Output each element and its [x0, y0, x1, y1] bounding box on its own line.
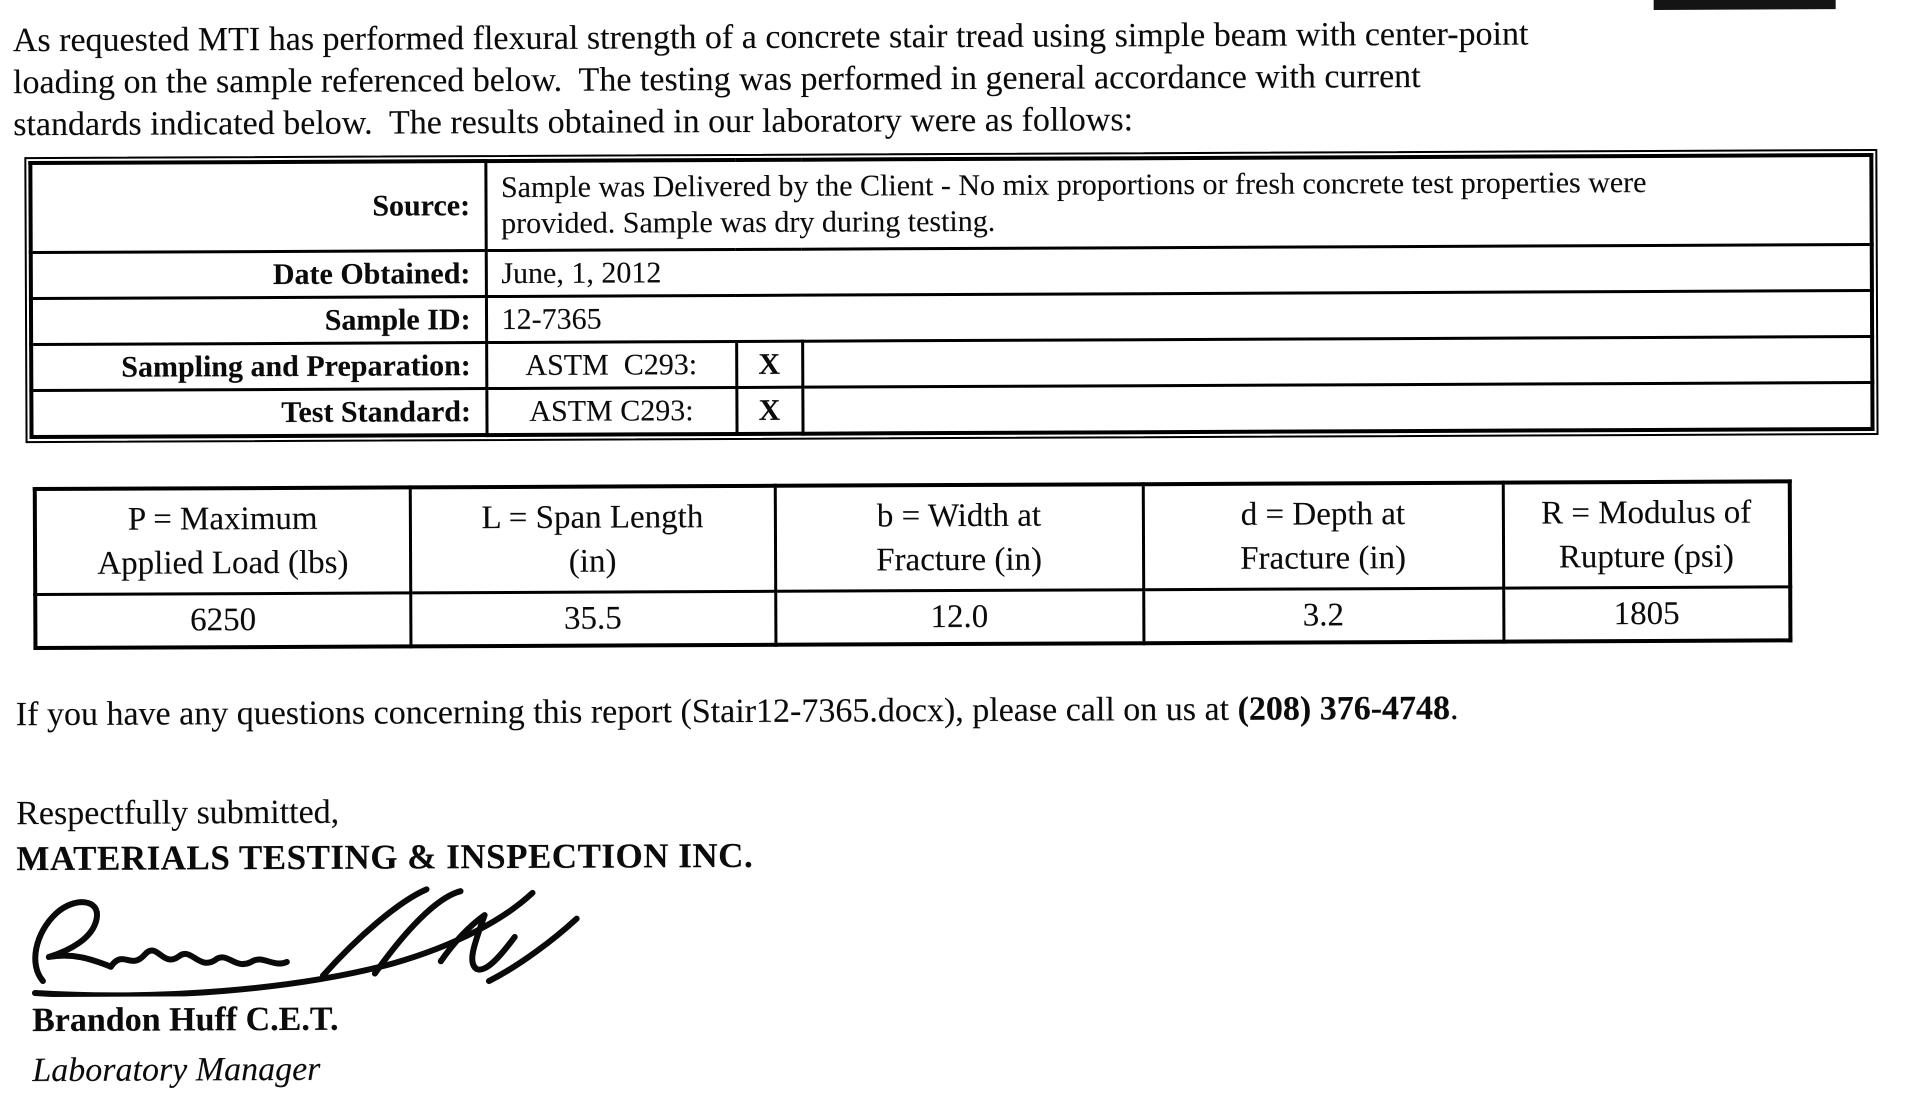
- header-line: b = Width at: [876, 497, 1042, 535]
- closing-block: Respectfully submitted, MATERIALS TESTIN…: [16, 784, 1920, 1093]
- header-line: R = Modulus of: [1540, 494, 1752, 532]
- sample-id-label: Sample ID:: [30, 296, 487, 345]
- contact-note-period: .: [1449, 689, 1459, 727]
- header-line: Rupture (psi): [1558, 538, 1734, 576]
- header-modulus-of-rupture: R = Modulus of Rupture (psi): [1502, 481, 1791, 589]
- header-line: L = Span Length: [481, 499, 704, 537]
- sampling-standard-value: ASTM C293:: [486, 341, 737, 389]
- sampling-check-mark: X: [736, 341, 803, 388]
- empty-cell: [802, 382, 1873, 434]
- test-standard-value: ASTM C293:: [486, 387, 737, 436]
- sample-info-table: Source: Sample was Delivered by the Clie…: [24, 148, 1879, 444]
- header-line: Fracture (in): [1240, 540, 1407, 577]
- value-max-applied-load: 6250: [35, 592, 411, 649]
- source-value-line: provided. Sample was dry during testing.: [501, 204, 996, 240]
- table-row-date-obtained: Date Obtained: June, 1, 2012: [30, 244, 1872, 299]
- header-line: P = Maximum: [127, 500, 318, 538]
- sample-id-value: 12-7365: [485, 290, 1873, 343]
- signatory-title: Laboratory Manager: [32, 1050, 321, 1090]
- results-header-row: P = Maximum Applied Load (lbs) L = Span …: [34, 481, 1791, 595]
- closing-salutation: Respectfully submitted,: [16, 793, 340, 833]
- results-value-row: 6250 35.5 12.0 3.2 1805: [35, 586, 1791, 649]
- source-value-line: Sample was Delivered by the Client - No …: [500, 166, 1647, 204]
- date-obtained-label: Date Obtained:: [30, 250, 486, 299]
- header-depth-at-fracture: d = Depth at Fracture (in): [1142, 482, 1504, 590]
- table-row-sampling-preparation: Sampling and Preparation: ASTM C293: X: [31, 336, 1873, 391]
- results-table: P = Maximum Applied Load (lbs) L = Span …: [32, 479, 1793, 651]
- phone-number: (208) 376-4748: [1237, 689, 1451, 728]
- header-line: d = Depth at: [1240, 496, 1406, 533]
- contact-note: If you have any questions concerning thi…: [16, 688, 1920, 734]
- test-standard-label: Test Standard:: [31, 388, 487, 438]
- company-name: MATERIALS TESTING & INSPECTION INC.: [16, 835, 754, 879]
- value-modulus-of-rupture: 1805: [1503, 586, 1791, 642]
- intro-paragraph: As requested MTI has performed flexural …: [0, 0, 1918, 146]
- source-label: Source:: [30, 161, 486, 253]
- table-row-source: Source: Sample was Delivered by the Clie…: [30, 155, 1872, 253]
- header-line: Applied Load (lbs): [97, 544, 349, 582]
- value-span-length: 35.5: [410, 591, 776, 647]
- table-row-test-standard: Test Standard: ASTM C293: X: [31, 382, 1873, 438]
- signature-image: [31, 886, 580, 998]
- header-line: (in): [568, 543, 617, 580]
- contact-note-text: If you have any questions concerning thi…: [15, 690, 1238, 734]
- header-width-at-fracture: b = Width at Fracture (in): [774, 484, 1144, 592]
- header-span-length: L = Span Length (in): [409, 485, 776, 593]
- value-depth-at-fracture: 3.2: [1143, 588, 1504, 644]
- signatory-name: Brandon Huff C.E.T.: [32, 1000, 339, 1040]
- source-value: Sample was Delivered by the Client - No …: [485, 155, 1872, 251]
- table-row-sample-id: Sample ID: 12-7365: [30, 290, 1873, 345]
- header-line: Fracture (in): [876, 541, 1043, 579]
- header-max-applied-load: P = Maximum Applied Load (lbs): [34, 487, 411, 595]
- scan-artifact-mark: [1653, 0, 1836, 10]
- sampling-preparation-label: Sampling and Preparation:: [31, 342, 487, 391]
- test-standard-check-mark: X: [736, 387, 803, 434]
- value-width-at-fracture: 12.0: [775, 589, 1144, 645]
- empty-cell: [802, 336, 1873, 388]
- intro-line: standards indicated below. The results o…: [13, 101, 1134, 144]
- date-obtained-value: June, 1, 2012: [485, 244, 1872, 297]
